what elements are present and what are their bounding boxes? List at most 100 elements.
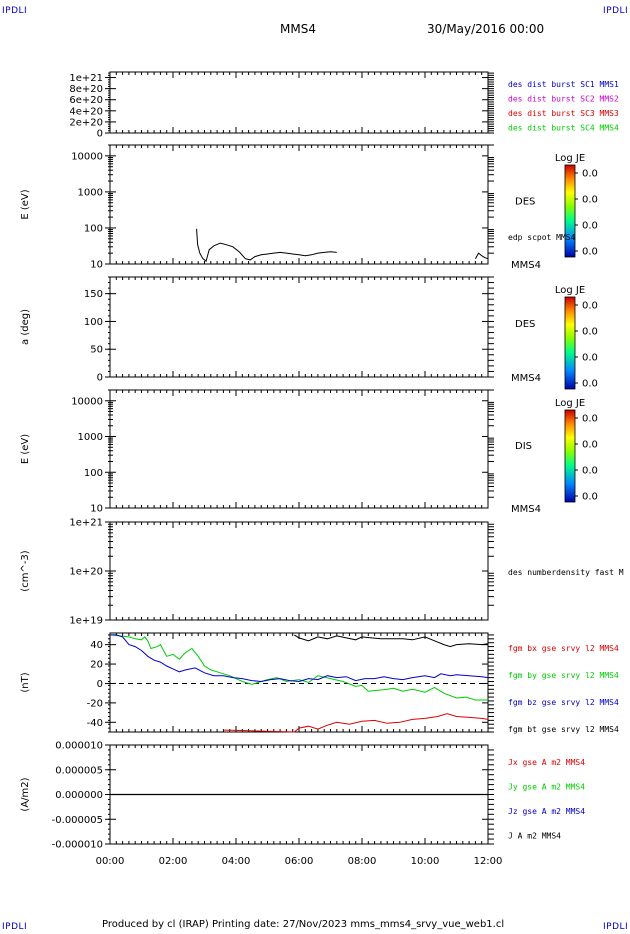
y-tick-label-p3: 10 [90,504,103,515]
y-tick-label-p1: 100 [84,223,103,234]
y-axis-label-des-pitch: a (deg) [20,309,31,345]
corner-label-bottom-left: IPDLI [2,922,28,932]
legend-current-2: Jz gse A m2 MMS4 [508,807,585,816]
sc-label-dis-energy: MMS4 [511,504,541,515]
instrument-label-dis-energy: DIS [515,441,532,452]
y-tick-label-p0: 1e+21 [69,73,103,84]
panel-frame-burst [109,71,489,134]
y-tick-label-p2: 0 [97,373,103,384]
colorbar-tick-label-p1: 0.0 [582,169,598,180]
y-axis-label-current: (A/m2) [20,777,31,811]
x-tick-label: 02:00 [159,856,188,867]
y-tick-label-p1: 1000 [78,187,103,198]
y-axis-label-magnetic: (nT) [20,672,31,692]
x-tick-label: 06:00 [285,856,314,867]
y-tick-label-p6: -0.000010 [52,840,103,851]
instrument-label-des-energy: DES [515,197,535,208]
instrument-label-des-pitch: DES [515,319,535,330]
colorbar-title-p1: Log JE [555,153,585,164]
y-tick-label-p5: 40 [90,640,103,651]
y-tick-label-p5: 20 [90,660,103,671]
y-tick-label-p0: 2e+20 [69,117,103,128]
colorbar-tick-label-p3: 0.0 [582,466,598,477]
y-tick-label-p2: 100 [84,317,103,328]
overlay-legend: edp scpot MMS4 [508,233,576,242]
y-tick-label-p6: 0.000010 [55,741,103,752]
mag-series-3 [294,634,489,648]
datetime-title: 30/May/2016 00:00 [427,22,545,36]
overlay-scpot-line [196,228,337,262]
y-tick-label-p1: 10000 [71,151,103,162]
legend-mag-0: fgm bx gse srvy l2 MMS4 [508,644,619,653]
sc-label-des-energy: MMS4 [511,260,541,271]
legend-current-0: Jx gse A m2 MMS4 [508,758,585,767]
panel-frame-des-pitch [109,276,489,378]
colorbar-tick-label-p2: 0.0 [582,327,598,338]
mag-series-0 [223,713,489,733]
y-axis-label-density: (cm^-3) [20,550,31,591]
colorbar-tick-label-p1: 0.0 [582,247,598,258]
colorbar-tick-label-p2: 0.0 [582,353,598,364]
y-axis-label-des-energy: E (eV) [20,189,31,219]
corner-label-top-right: IPDLI [603,6,629,16]
legend-burst-2: des dist burst SC2 MMS2 [508,95,619,104]
y-tick-label-p6: 0.000000 [55,790,103,801]
y-tick-label-p4: 1e+19 [69,616,103,627]
legend-burst-4: des dist burst SC4 MMS4 [508,124,619,133]
overlay-scpot-line-late [474,252,489,260]
footer-credits: Produced by cl (IRAP) Printing date: 27/… [102,919,505,930]
colorbar-tick-label-p2: 0.0 [582,301,598,312]
legend-burst-3: des dist burst SC3 MMS3 [508,109,619,118]
y-tick-label-p4: 1e+21 [69,518,103,529]
y-axis-label-dis-energy: E (eV) [20,434,31,464]
colorbar-tick-label-p1: 0.0 [582,221,598,232]
y-tick-label-p2: 50 [90,345,103,356]
legend-density: des numberdensity fast M [508,568,624,577]
y-tick-label-p0: 4e+20 [69,106,103,117]
colorbar-tick-label-p3: 0.0 [582,414,598,425]
colorbar-p3 [564,409,576,503]
y-tick-label-p0: 8e+20 [69,84,103,95]
x-tick-label: 10:00 [411,856,440,867]
x-tick-label: 04:00 [222,856,251,867]
y-tick-label-p2: 150 [84,289,103,300]
colorbar-p1 [564,164,576,258]
legend-mag-1: fgm by gse srvy l2 MMS4 [508,671,619,680]
y-tick-label-p6: 0.000005 [55,765,103,776]
colorbar-tick-label-p3: 0.0 [582,492,598,503]
legend-current-1: Jy gse A m2 MMS4 [508,783,585,792]
colorbar-p2 [564,296,576,390]
panel-frame-des-energy [109,144,489,265]
corner-label-bottom-right: IPDLI [603,922,629,932]
spacecraft-title: MMS4 [280,22,316,36]
x-tick-label: 00:00 [96,856,125,867]
y-tick-label-p0: 0 [97,129,103,140]
y-tick-label-p3: 100 [84,468,103,479]
colorbar-tick-label-p1: 0.0 [582,195,598,206]
legend-mag-2: fgm bz gse srvy l2 MMS4 [508,698,619,707]
y-tick-label-p5: -40 [87,718,103,729]
colorbar-title-p2: Log JE [555,285,585,296]
y-tick-label-p4: 1e+20 [69,567,103,578]
y-tick-label-p1: 10 [90,260,103,271]
sc-label-des-pitch: MMS4 [511,373,541,384]
y-tick-label-p0: 6e+20 [69,95,103,106]
legend-current-3: J A m2 MMS4 [508,832,561,841]
colorbar-tick-label-p3: 0.0 [582,440,598,451]
panel-frame-density [109,521,489,621]
colorbar-tick-label-p2: 0.0 [582,379,598,390]
mag-series-2 [110,634,489,683]
corner-label-top-left: IPDLI [2,6,28,16]
colorbar-title-p3: Log JE [555,398,585,409]
y-tick-label-p6: -0.000005 [52,815,103,826]
y-tick-label-p3: 1000 [78,432,103,443]
y-tick-label-p5: -20 [87,698,103,709]
x-tick-label: 08:00 [348,856,377,867]
legend-mag-3: fgm bt gse srvy l2 MMS4 [508,725,619,734]
mag-series-1 [109,634,488,701]
legend-burst-1: des dist burst SC1 MMS1 [508,80,619,89]
x-tick-label: 12:00 [474,856,503,867]
y-tick-label-p3: 10000 [71,396,103,407]
panel-frame-dis-energy [109,389,489,509]
